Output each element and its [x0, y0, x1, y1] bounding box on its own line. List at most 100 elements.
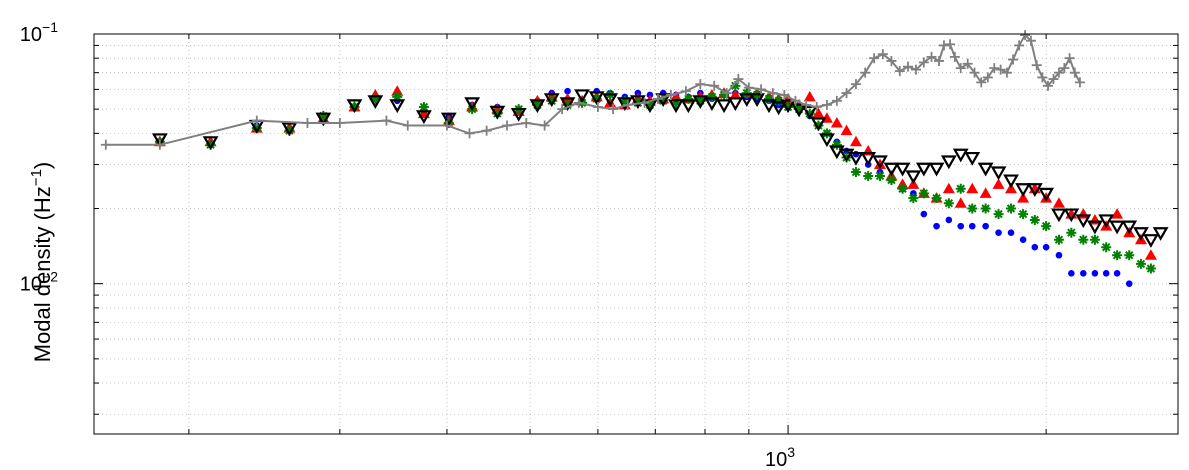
- data-point-triangle-down: [680, 99, 697, 114]
- data-point-triangle-down: [367, 95, 384, 110]
- data-point-triangle-down: [281, 122, 298, 137]
- data-point-triangle-down: [761, 99, 777, 114]
- data-point-plus: [251, 115, 262, 126]
- data-point-plus: [926, 51, 937, 62]
- data-point-triangle-down: [848, 151, 864, 166]
- data-point-plus: [801, 99, 812, 110]
- data-point-asterisk: [908, 193, 919, 204]
- data-point-dot: [1080, 270, 1087, 277]
- y-axis-label-exponent: −1: [28, 169, 45, 186]
- data-point-plus: [695, 79, 706, 90]
- data-point-plus: [886, 55, 897, 66]
- data-point-triangle-down: [559, 97, 576, 112]
- data-point-triangle-down: [692, 95, 709, 110]
- data-point-triangle-down: [952, 148, 969, 163]
- data-point-dot: [1007, 229, 1015, 237]
- data-point-plus: [1064, 53, 1075, 64]
- data-point-asterisk: [562, 99, 573, 110]
- data-point-plus: [860, 67, 871, 78]
- data-point-plus: [1074, 77, 1085, 88]
- data-point-triangle-down: [1051, 208, 1067, 223]
- series-triangle-down: [151, 89, 1169, 248]
- data-point-asterisk: [1041, 221, 1052, 232]
- y-axis-label-close: ): [30, 162, 55, 169]
- data-point-plus: [1025, 35, 1036, 46]
- data-point-asterisk: [850, 167, 861, 178]
- data-point-triangle-up: [979, 187, 992, 198]
- data-point-asterisk: [1053, 234, 1064, 245]
- data-point-plus: [831, 95, 842, 106]
- data-point-triangle-down: [510, 107, 527, 122]
- data-point-triangle-down: [1109, 220, 1126, 235]
- data-point-plus: [721, 88, 732, 99]
- data-point-asterisk: [967, 203, 978, 214]
- data-point-triangle-down: [574, 89, 590, 104]
- data-point-triangle-down: [704, 97, 720, 112]
- data-point-plus: [902, 61, 913, 72]
- data-point-asterisk: [773, 95, 784, 106]
- data-point-plus: [481, 125, 492, 136]
- data-point-plus: [464, 128, 475, 139]
- data-point-asterisk: [1124, 250, 1135, 261]
- data-point-asterisk: [695, 95, 706, 106]
- data-point-plus: [911, 64, 922, 75]
- data-point-asterisk: [492, 108, 503, 119]
- data-point-triangle-down: [588, 91, 605, 106]
- data-point-triangle-down: [346, 99, 363, 114]
- data-point-triangle-down: [151, 133, 168, 148]
- data-point-plus: [665, 89, 676, 100]
- data-point-asterisk: [763, 93, 774, 104]
- data-point-plus: [976, 77, 987, 88]
- data-point-asterisk: [670, 97, 681, 108]
- data-point-asterisk: [841, 152, 852, 163]
- data-point-asterisk: [931, 193, 942, 204]
- data-point-asterisk: [591, 93, 602, 104]
- data-point-plus: [1069, 67, 1080, 78]
- data-point-asterisk: [980, 203, 991, 214]
- data-point-asterisk: [1145, 263, 1156, 274]
- data-point-triangle-down: [416, 110, 432, 125]
- data-point-asterisk: [658, 95, 669, 106]
- data-point-plus: [1020, 30, 1031, 41]
- data-point-triangle-up: [812, 107, 825, 119]
- data-point-asterisk: [284, 125, 295, 136]
- data-point-triangle-down: [1015, 183, 1032, 197]
- data-point-plus: [1059, 63, 1070, 74]
- data-point-triangle-down: [543, 93, 560, 108]
- data-point-plus: [521, 118, 532, 129]
- data-point-dot: [1019, 236, 1027, 244]
- series-layer: [100, 30, 1169, 287]
- y-tick-label-base: 10: [20, 274, 42, 296]
- data-point-dot: [1125, 280, 1133, 287]
- data-point-asterisk: [532, 99, 543, 110]
- data-point-plus: [918, 57, 929, 68]
- data-point-asterisk: [546, 95, 557, 106]
- data-point-plus: [811, 102, 822, 113]
- data-point-plus: [573, 97, 584, 108]
- data-point-triangle-down: [1143, 234, 1159, 248]
- data-point-plus: [743, 82, 754, 93]
- data-point-triangle-down: [529, 99, 546, 114]
- data-point-asterisk: [1089, 234, 1100, 245]
- data-point-triangle-down: [1038, 187, 1055, 202]
- data-point-plus: [680, 86, 691, 97]
- data-point-plus: [821, 99, 832, 110]
- y-tick-label-exponent: −2: [42, 269, 58, 285]
- data-point-triangle-down: [1075, 214, 1092, 229]
- data-point-triangle-down: [1003, 174, 1019, 189]
- data-point-dot: [564, 87, 571, 95]
- data-point-plus: [949, 51, 960, 62]
- data-point-plus: [501, 120, 512, 131]
- data-point-plus: [154, 139, 165, 150]
- data-point-plus: [841, 88, 852, 99]
- data-point-triangle-down: [716, 99, 732, 114]
- data-point-asterisk: [1112, 250, 1123, 261]
- x-tick-label: 103: [765, 444, 795, 470]
- data-point-asterisk: [370, 93, 381, 104]
- data-point-plus: [1048, 74, 1059, 85]
- data-point-triangle-up: [992, 178, 1005, 189]
- data-point-triangle-up: [954, 197, 967, 208]
- data-point-triangle-down: [749, 93, 765, 108]
